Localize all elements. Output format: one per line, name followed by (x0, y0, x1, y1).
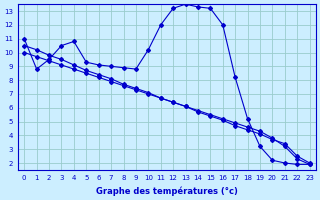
X-axis label: Graphe des températures (°c): Graphe des températures (°c) (96, 186, 238, 196)
